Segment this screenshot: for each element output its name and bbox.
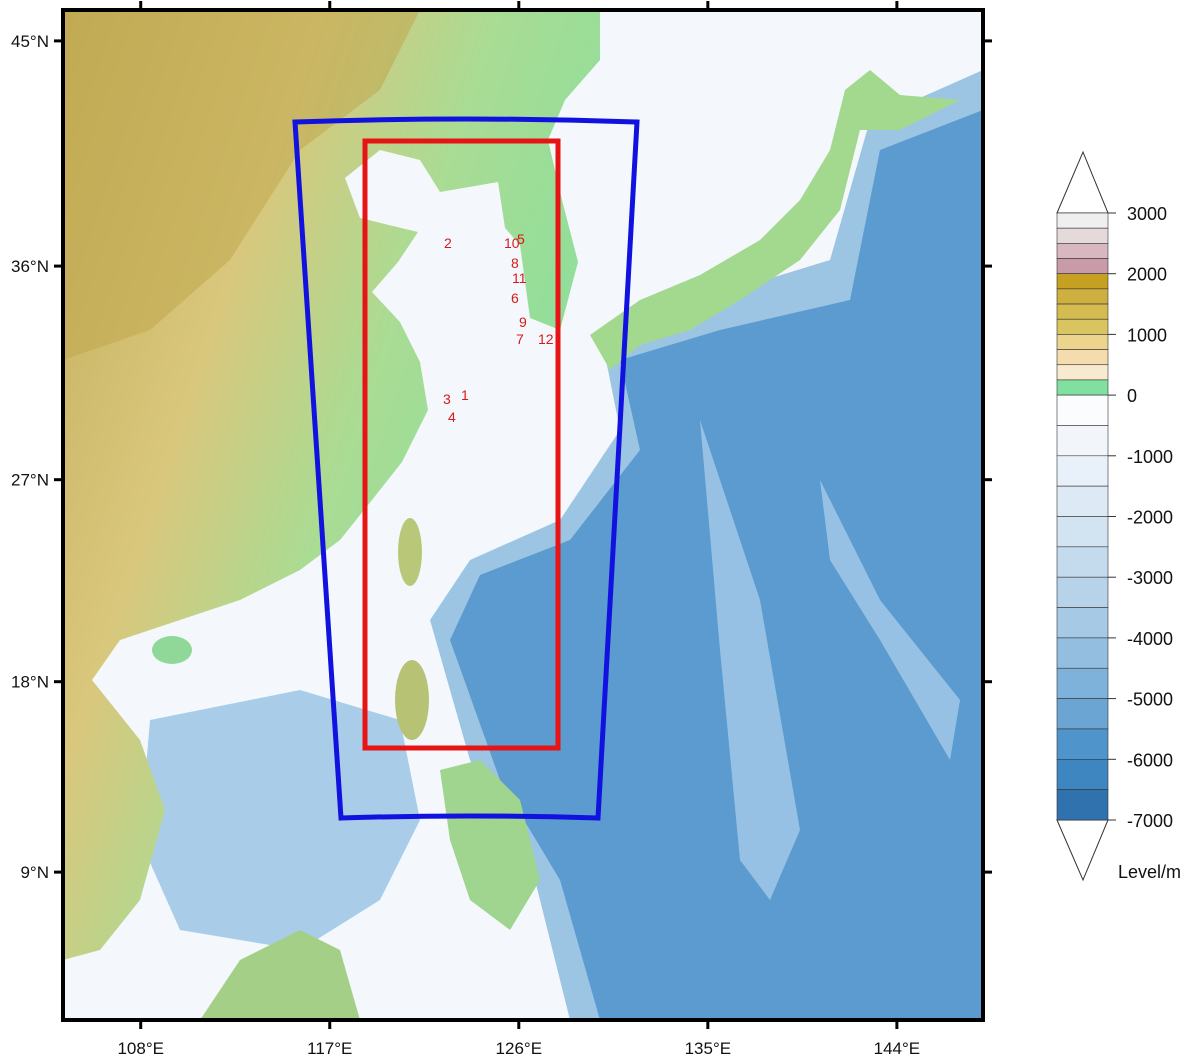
philippines [440, 760, 540, 930]
lon-tick-label: 144°E [874, 1039, 921, 1058]
colorbar-swatch [1056, 288, 1109, 305]
station-label: 5 [517, 231, 525, 247]
colorbar-tick-label: -6000 [1127, 750, 1173, 770]
colorbar-swatch [1056, 485, 1109, 517]
station-label: 11 [512, 270, 527, 286]
japan [590, 70, 960, 370]
colorbar-swatch [1056, 667, 1109, 699]
colorbar-swatch [1056, 758, 1109, 790]
colorbar-swatch [1056, 334, 1109, 350]
colorbar-tick-label: 2000 [1127, 265, 1167, 285]
colorbar-swatch [1056, 364, 1109, 381]
colorbar-swatch [1056, 318, 1109, 335]
colorbar-label: Level/m [1118, 862, 1181, 882]
colorbar-bottom-arrow [1056, 819, 1109, 882]
station-label: 9 [519, 314, 527, 330]
colorbar-tick-label: -2000 [1127, 508, 1173, 528]
map-frame [61, 8, 985, 1022]
colorbar-tick-label: 0 [1127, 386, 1137, 406]
colorbar-swatch [1056, 258, 1109, 274]
lon-tick-label: 117°E [307, 1039, 352, 1058]
lon-tick-label: 135°E [685, 1039, 732, 1058]
colorbar-swatch [1056, 637, 1109, 669]
hainan [152, 636, 192, 664]
colorbar-tick-label: 1000 [1127, 325, 1167, 345]
lat-tick-label: 18°N [11, 673, 49, 692]
station-label: 2 [444, 235, 452, 251]
colorbar-swatch [1056, 698, 1109, 730]
colorbar-swatch [1056, 546, 1109, 578]
colorbar-tick-label: -4000 [1127, 629, 1173, 649]
ridges [700, 420, 960, 900]
axes: 108°E 117°E 126°E 135°E 144°E 45°N 36°N 27°N 18°… [11, 1, 992, 1058]
colorbar: Level/m 3000 2000 1000 0 -1000 -2000 -3000 -400… [1056, 150, 1181, 882]
colorbar-swatch [1056, 516, 1109, 548]
colorbar-swatch [1056, 227, 1109, 244]
taiwan [398, 518, 422, 586]
station-label: 6 [511, 290, 519, 306]
lat-tick-label: 9°N [20, 863, 49, 882]
colorbar-tick-label: -3000 [1127, 568, 1173, 588]
colorbar-swatch [1056, 379, 1109, 396]
station-label: 7 [516, 331, 524, 347]
station-label: 12 [538, 331, 554, 347]
station-label: 1 [461, 387, 469, 403]
colorbar-swatch [1056, 243, 1109, 259]
colorbar-swatch [1056, 455, 1109, 487]
colorbar-swatch [1056, 576, 1109, 608]
luzon [395, 660, 429, 740]
colorbar-tick-label: -1000 [1127, 447, 1173, 467]
colorbar-tick-label: -7000 [1127, 811, 1173, 831]
station-label: 4 [448, 409, 456, 425]
lat-tick-label: 45°N [11, 32, 49, 51]
colorbar-swatch [1056, 728, 1109, 760]
colorbar-swatch [1056, 425, 1109, 457]
station-label: 3 [443, 391, 451, 407]
colorbar-swatch [1056, 212, 1109, 229]
station-label: 8 [511, 255, 519, 271]
colorbar-tick-label: -5000 [1127, 690, 1173, 710]
colorbar-top-arrow [1056, 150, 1109, 214]
borneo [200, 930, 360, 1020]
outer-domain [292, 116, 640, 821]
basemap: 1 2 3 4 5 6 7 8 9 10 11 12 [63, 10, 983, 1020]
lon-tick-label: 126°E [496, 1039, 543, 1058]
station-label: 10 [504, 235, 520, 251]
colorbar-swatch [1056, 789, 1109, 821]
highlands [63, 10, 420, 360]
colorbar-swatch [1056, 303, 1109, 320]
colorbar-swatch [1056, 349, 1109, 366]
scs-basin [140, 690, 420, 950]
colorbar-swatch [1056, 394, 1109, 426]
lat-tick-label: 27°N [11, 471, 49, 490]
colorbar-swatch [1056, 607, 1109, 639]
inner-domain [362, 138, 561, 751]
lat-tick-label: 36°N [11, 257, 49, 276]
colorbar-tick-label: 3000 [1127, 204, 1167, 224]
lon-tick-label: 108°E [117, 1039, 164, 1058]
colorbar-swatch [1056, 273, 1109, 290]
